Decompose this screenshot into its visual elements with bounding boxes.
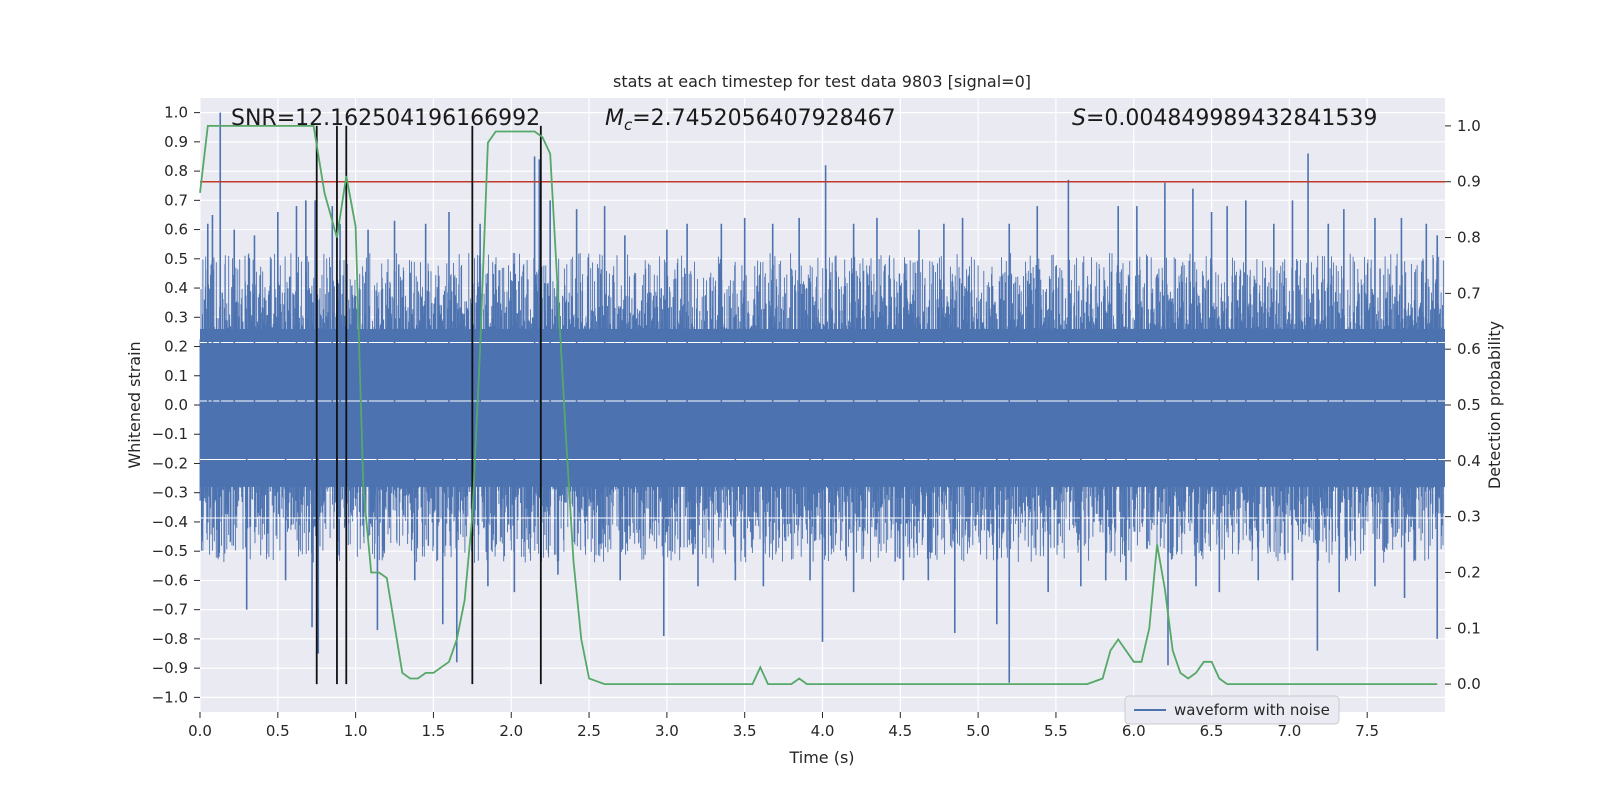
y2-ticks: 1.0 0.9 0.8 0.7 0.6 0.5 0.4 0.3 0.2 0.1 0.0 (1445, 117, 1481, 693)
y2-tick-label: 0.5 (1457, 396, 1481, 414)
y2-tick-label: 0.3 (1457, 508, 1481, 526)
x-tick-label: 6.5 (1200, 722, 1224, 740)
x-tick-label: 0.0 (188, 722, 212, 740)
y2-tick-label: 0.7 (1457, 284, 1481, 302)
x-ticks: 0.0 0.5 1.0 1.5 2.0 2.5 3.0 3.5 4.0 4.5 5.0 5.5 6.0 6… (188, 712, 1379, 740)
x-tick-label: 5.5 (1044, 722, 1068, 740)
y-tick-label: −0.1 (152, 425, 188, 443)
y-tick-label: 0.4 (164, 279, 188, 297)
x-tick-label: 1.0 (344, 722, 368, 740)
y-tick-label: −0.5 (152, 542, 188, 560)
y-tick-label: 0.6 (164, 221, 188, 239)
chart-title: stats at each timestep for test data 980… (613, 72, 1031, 91)
s-value: =0.004849989432841539 (1086, 106, 1377, 131)
waveform-spikes (206, 112, 1439, 683)
x-tick-label: 1.5 (422, 722, 446, 740)
y-tick-label: −0.6 (152, 571, 188, 589)
x-tick-label: 4.5 (888, 722, 912, 740)
chirp-mass-annotation: Mc=2.7452056407928467 (605, 106, 896, 134)
x-tick-label: 4.0 (811, 722, 835, 740)
x-axis-label: Time (s) (788, 748, 854, 767)
s-symbol: S (1072, 106, 1086, 131)
x-tick-label: 7.0 (1277, 722, 1301, 740)
y2-tick-label: 0.9 (1457, 173, 1481, 191)
y-tick-label: 0.3 (164, 308, 188, 326)
chirp-mass-value: =2.7452056407928467 (632, 106, 895, 131)
x-tick-label: 7.5 (1355, 722, 1379, 740)
y2-tick-label: 0.8 (1457, 229, 1481, 247)
y2-tick-label: 1.0 (1457, 117, 1481, 135)
s-annotation: S=0.004849989432841539 (1072, 106, 1377, 131)
y-axis-label: Whitened strain (125, 341, 144, 468)
y-tick-label: 0.2 (164, 338, 188, 356)
trigger-lines (315, 125, 542, 685)
x-tick-label: 3.5 (733, 722, 757, 740)
y-tick-label: 0.5 (164, 250, 188, 268)
y-tick-label: −0.4 (152, 513, 188, 531)
y2-tick-label: 0.0 (1457, 675, 1481, 693)
y2-tick-label: 0.4 (1457, 452, 1481, 470)
y-tick-label: 1.0 (164, 104, 188, 122)
y2-tick-label: 0.6 (1457, 340, 1481, 358)
chirp-mass-symbol: M (605, 106, 624, 131)
x-tick-label: 0.5 (266, 722, 290, 740)
y-tick-label: −1.0 (152, 688, 188, 706)
y-tick-label: −0.2 (152, 454, 188, 472)
x-tick-label: 2.0 (499, 722, 523, 740)
detection-probability-line (199, 125, 1438, 685)
legend: waveform with noise (1124, 695, 1340, 725)
y-tick-label: −0.9 (152, 659, 188, 677)
y-tick-label: −0.3 (152, 484, 188, 502)
y2-tick-label: 0.2 (1457, 563, 1481, 581)
y-tick-label: 0.1 (164, 367, 188, 385)
legend-label: waveform with noise (1174, 701, 1330, 719)
y-tick-label: −0.8 (152, 630, 188, 648)
y-tick-label: 0.7 (164, 191, 188, 209)
y2-tick-label: 0.1 (1457, 619, 1481, 637)
snr-annotation: SNR=12.162504196166992 (231, 106, 540, 131)
y-tick-label: 0.0 (164, 396, 188, 414)
y2-axis-label: Detection probability (1485, 321, 1504, 489)
y-tick-label: −0.7 (152, 601, 188, 619)
chirp-mass-subscript: c (624, 116, 633, 134)
x-tick-label: 2.5 (577, 722, 601, 740)
y-tick-label: 0.9 (164, 133, 188, 151)
legend-box (1124, 695, 1340, 725)
x-tick-label: 5.0 (966, 722, 990, 740)
x-tick-label: 3.0 (655, 722, 679, 740)
y-tick-label: 0.8 (164, 162, 188, 180)
x-tick-label: 6.0 (1122, 722, 1146, 740)
probability-series (199, 125, 1438, 685)
y-ticks: 1.0 0.9 0.8 0.7 0.6 0.5 0.4 0.3 0.2 0.1 0.0 −0.1 −0.… (152, 104, 200, 706)
